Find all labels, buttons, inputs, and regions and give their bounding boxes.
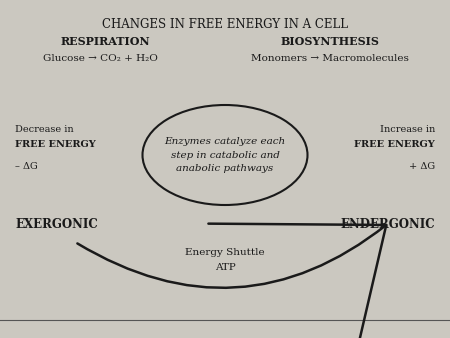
Text: CHANGES IN FREE ENERGY IN A CELL: CHANGES IN FREE ENERGY IN A CELL	[102, 18, 348, 31]
Text: Glucose → CO₂ + H₂O: Glucose → CO₂ + H₂O	[43, 54, 158, 63]
Text: + ΔG: + ΔG	[409, 162, 435, 171]
Text: Decrease in: Decrease in	[15, 125, 74, 134]
Text: – ΔG: – ΔG	[15, 162, 38, 171]
Text: ATP: ATP	[215, 263, 235, 272]
Text: FREE ENERGY: FREE ENERGY	[15, 140, 96, 149]
Text: EXERGONIC: EXERGONIC	[15, 218, 98, 231]
Text: Monomers → Macromolecules: Monomers → Macromolecules	[251, 54, 409, 63]
Text: ENDERGONIC: ENDERGONIC	[340, 218, 435, 231]
Text: Increase in: Increase in	[380, 125, 435, 134]
Text: Energy Shuttle: Energy Shuttle	[185, 248, 265, 257]
Text: BIOSYNTHESIS: BIOSYNTHESIS	[280, 36, 379, 47]
Text: RESPIRATION: RESPIRATION	[60, 36, 150, 47]
Text: Enzymes catalyze each
step in catabolic and
anabolic pathways: Enzymes catalyze each step in catabolic …	[164, 137, 286, 173]
Text: FREE ENERGY: FREE ENERGY	[354, 140, 435, 149]
